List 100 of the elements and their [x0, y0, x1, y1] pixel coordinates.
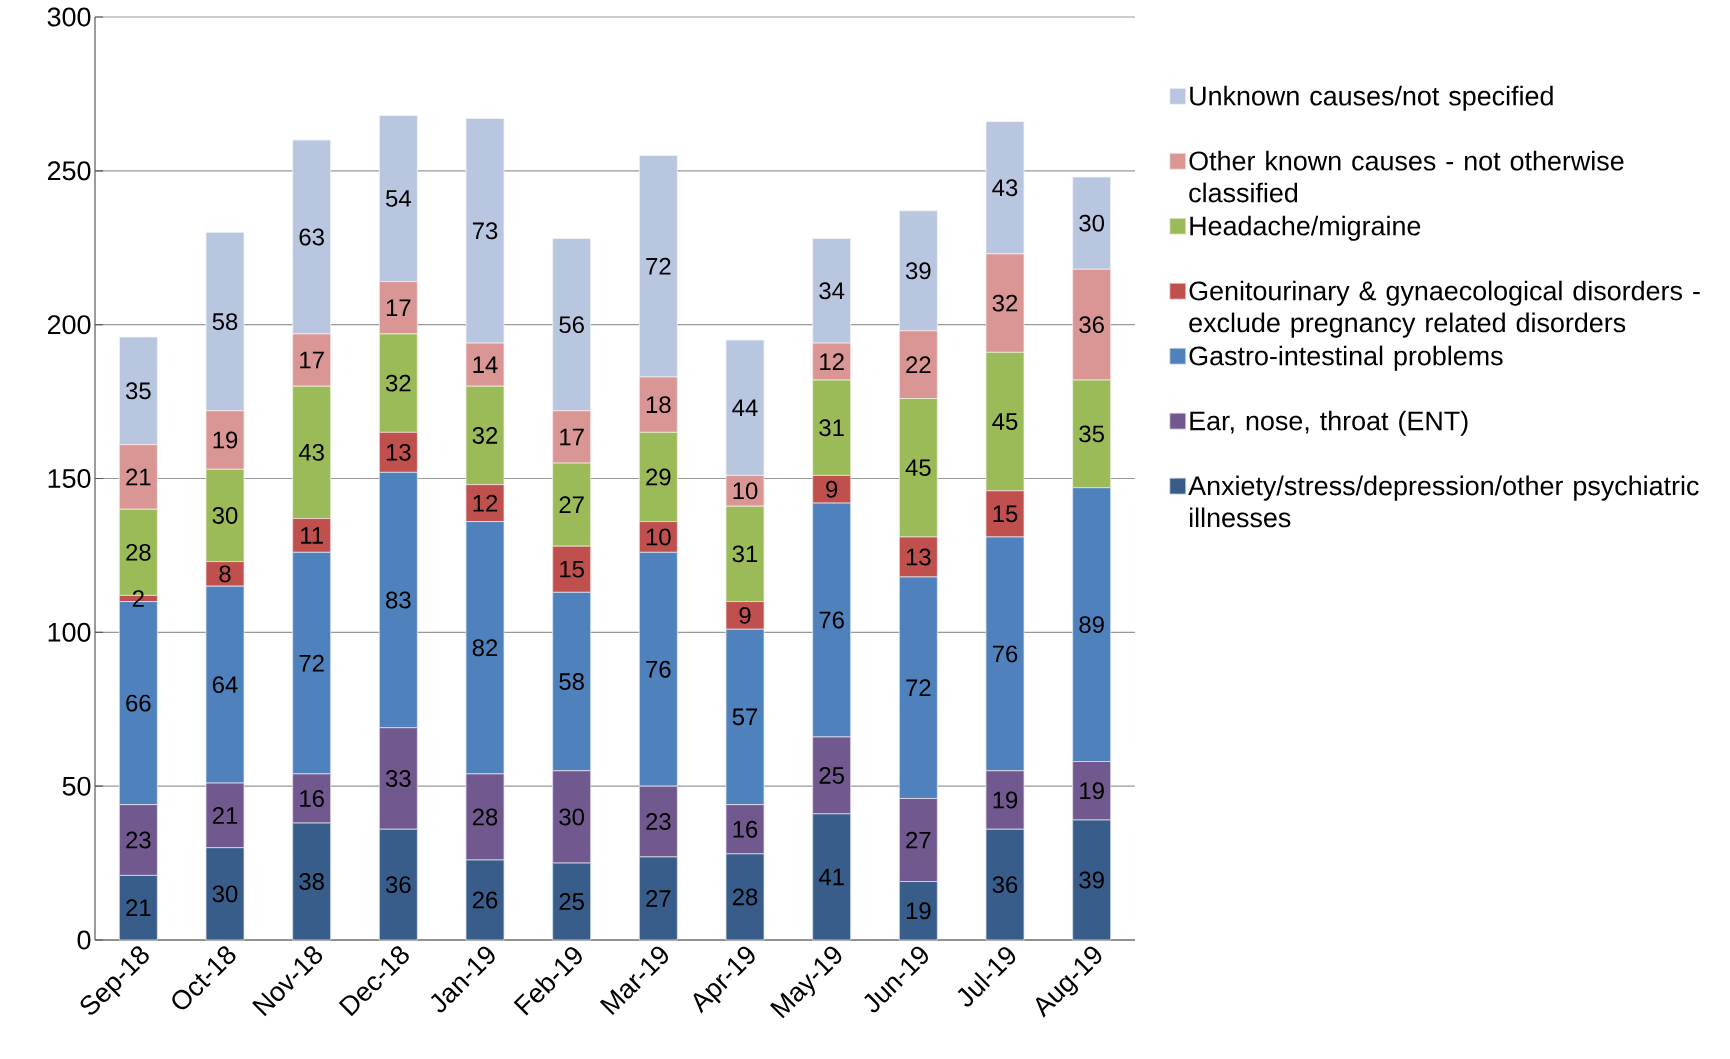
bar [898, 210, 938, 332]
data-label: 13 [906, 548, 931, 566]
data-label: 19 [906, 902, 931, 920]
data-label: 54 [385, 190, 411, 207]
data-label: 18 [646, 396, 671, 414]
data-label: 17 [386, 299, 411, 316]
bar [205, 231, 245, 412]
data-label: 22 [906, 356, 931, 373]
data-label: 39 [905, 262, 931, 280]
bar [985, 121, 1025, 255]
data-label: 15 [993, 505, 1018, 523]
data-label: 11 [301, 527, 323, 544]
data-label: 89 [1079, 616, 1104, 634]
y-tick-label: 300 [47, 7, 91, 27]
data-label: 32 [472, 426, 498, 444]
data-label: 58 [559, 673, 584, 691]
bar [292, 139, 332, 335]
data-label: 66 [126, 694, 151, 712]
data-label: 32 [992, 294, 1018, 312]
data-label: 35 [125, 382, 151, 400]
data-label: 25 [819, 766, 844, 784]
bar [292, 518, 332, 553]
bar [898, 536, 938, 578]
data-label: 63 [299, 228, 324, 246]
bar [638, 155, 678, 378]
data-label: 56 [559, 316, 584, 334]
legend-label: Unknown causes/not specified [1190, 85, 1553, 111]
data-label: 8 [219, 565, 231, 583]
data-label: 26 [472, 891, 498, 909]
data-label: 14 [473, 356, 498, 373]
y-tick-label: 150 [48, 468, 91, 489]
data-label: 9 [739, 606, 751, 624]
data-label: 23 [126, 831, 151, 849]
data-label: 33 [385, 770, 411, 787]
data-label: 30 [212, 885, 238, 903]
bar [205, 561, 245, 587]
bar [1072, 176, 1112, 270]
data-label: 43 [298, 443, 324, 461]
data-label: 76 [992, 645, 1018, 663]
bar [552, 238, 592, 412]
data-label: 76 [646, 660, 671, 678]
data-label: 30 [212, 506, 238, 524]
bar [465, 484, 505, 522]
data-label: 38 [299, 873, 324, 891]
data-label: 31 [732, 545, 758, 563]
bar [812, 238, 852, 344]
data-label: 12 [473, 494, 498, 512]
data-label: 45 [992, 413, 1018, 430]
data-label: 17 [560, 428, 584, 446]
data-label: 19 [993, 791, 1018, 809]
data-label: 32 [385, 374, 411, 392]
legend-label: Genitourinary & gynaecological disorders - exclude pregnancy related disorders [1189, 280, 1700, 338]
data-label: 39 [1079, 871, 1104, 889]
data-label: 28 [126, 543, 151, 561]
data-label: 19 [213, 431, 238, 449]
bar [118, 336, 158, 446]
data-label: 31 [819, 419, 844, 437]
data-label: 45 [905, 459, 931, 477]
data-label: 17 [300, 351, 324, 369]
data-label: 58 [212, 313, 238, 331]
y-tick-label: 50 [62, 776, 91, 796]
data-label: 23 [646, 813, 671, 831]
y-tick-label: 200 [47, 315, 91, 335]
legend-label: Gastro-intestinal problems [1189, 345, 1503, 371]
data-label: 29 [646, 468, 671, 486]
data-label: 34 [819, 282, 845, 300]
bar [378, 115, 418, 282]
data-label: 16 [300, 790, 324, 807]
data-label: 19 [1080, 782, 1104, 800]
data-label: 72 [646, 257, 671, 275]
bar [985, 490, 1025, 538]
data-label: 9 [826, 480, 838, 498]
bar [725, 601, 765, 630]
data-label: 73 [472, 222, 498, 240]
data-label: 72 [906, 679, 931, 697]
data-label: 43 [992, 179, 1018, 197]
legend-label: Other known causes - not otherwise classified [1189, 150, 1624, 203]
data-label: 25 [559, 893, 584, 911]
data-label: 10 [646, 528, 671, 546]
data-label: 21 [212, 807, 238, 824]
data-label: 21 [126, 899, 151, 917]
data-label: 13 [386, 443, 411, 461]
y-tick-label: 250 [47, 161, 91, 181]
data-label: 30 [559, 808, 585, 826]
data-label: 41 [818, 868, 844, 886]
legend-label: Anxiety/stress/depression/other psychiatric illnesses [1188, 475, 1699, 528]
data-label: 36 [385, 876, 411, 894]
data-label: 36 [1079, 316, 1104, 334]
legend-label: Headache/migraine [1190, 215, 1421, 241]
data-label: 27 [906, 831, 931, 849]
data-label: 28 [732, 888, 758, 906]
data-label: 83 [386, 591, 411, 609]
data-label: 36 [992, 876, 1018, 894]
data-label: 27 [646, 890, 671, 907]
data-label: 28 [472, 808, 498, 826]
bar [552, 545, 592, 593]
data-label: 76 [819, 611, 844, 629]
data-label: 72 [299, 654, 324, 672]
bar [465, 118, 505, 344]
y-tick-label: 100 [48, 622, 91, 642]
